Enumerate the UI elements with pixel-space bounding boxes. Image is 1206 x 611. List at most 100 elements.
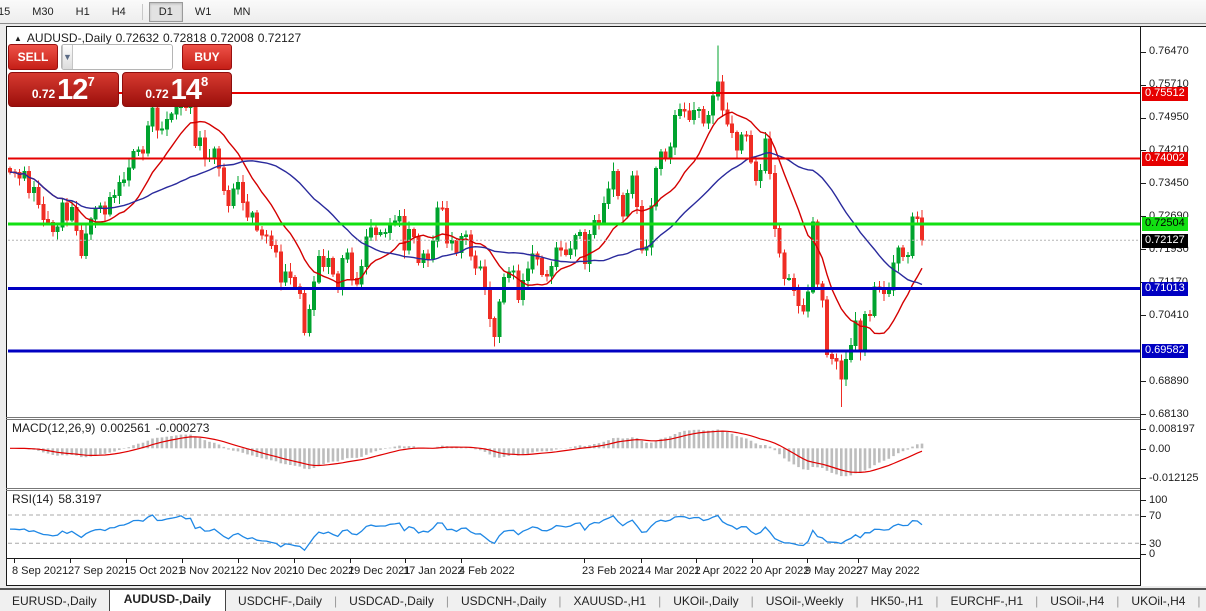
rsi-label: RSI(14) 58.3197 bbox=[12, 492, 107, 506]
rsi-tick-mark bbox=[1141, 554, 1146, 555]
tab-separator: | bbox=[750, 593, 754, 608]
timeframe-button-h1[interactable]: H1 bbox=[66, 2, 100, 22]
price-chart[interactable] bbox=[6, 28, 1140, 560]
tab-separator: | bbox=[1116, 593, 1120, 608]
price-tick-mark bbox=[1141, 216, 1146, 217]
time-tick-mark bbox=[126, 559, 127, 563]
sell-price-prefix: 0.72 bbox=[31, 87, 56, 101]
rsi-axis-label: 0 bbox=[1149, 548, 1156, 560]
chart-tab-usdchf[interactable]: USDCHF-,Daily bbox=[238, 593, 323, 608]
macd-signal-value: -0.000273 bbox=[155, 421, 210, 435]
time-tick-label: 27 Sep 2021 bbox=[68, 565, 131, 577]
macd-label: MACD(12,26,9) 0.002561 -0.000273 bbox=[12, 421, 214, 435]
price-axis[interactable]: 0.76470 0.75710 0.74950 0.74210 0.73450 0.726… bbox=[1140, 26, 1206, 586]
chart-tab-ukoil[interactable]: UKOil-,H4 bbox=[1131, 593, 1186, 608]
symbol-period-label: AUDUSD-,Daily bbox=[26, 31, 112, 45]
tab-separator: | bbox=[1197, 593, 1201, 608]
sell-price-display[interactable]: 0.72 12 7 bbox=[8, 72, 119, 107]
chart-tab-ukoil[interactable]: UKOil-,Daily bbox=[673, 593, 739, 608]
pane-separator bbox=[6, 490, 1140, 491]
chart-tab-audusd[interactable]: AUDUSD-,Daily bbox=[108, 590, 227, 611]
sell-button[interactable]: SELL bbox=[8, 44, 58, 70]
chart-tab-eurchf[interactable]: EURCHF-,H1 bbox=[950, 593, 1024, 608]
volume-stepper: ▼ ▲ bbox=[61, 44, 173, 70]
macd-axis-label: 0.00 bbox=[1149, 443, 1171, 455]
price-tick-label: 0.74950 bbox=[1149, 111, 1189, 123]
buy-price-display[interactable]: 0.72 14 8 bbox=[121, 72, 232, 107]
time-tick-mark bbox=[461, 559, 462, 563]
macd-axis-label: 0.008197 bbox=[1149, 423, 1195, 435]
ma-fast-line[interactable] bbox=[9, 111, 923, 335]
time-tick-mark bbox=[752, 559, 753, 563]
pane-separator bbox=[6, 419, 1140, 420]
one-click-trading-panel: SELL ▼ ▲ BUY 0.72 12 7 0.72 14 8 bbox=[8, 44, 232, 107]
chart-tab-hk50[interactable]: HK50-,H1 bbox=[870, 593, 924, 608]
chart-tab-usoil[interactable]: USOil-,Weekly bbox=[765, 593, 844, 608]
ohlc-info-line: ▲ AUDUSD-,Daily 0.72632 0.72818 0.72008 0.721… bbox=[14, 31, 305, 45]
timeframe-button-h4[interactable]: H4 bbox=[102, 2, 136, 22]
rsi-value: 58.3197 bbox=[58, 492, 102, 506]
timeframe-button-d1[interactable]: D1 bbox=[148, 1, 183, 22]
time-tick-label: 20 Apr 2022 bbox=[750, 565, 810, 577]
time-tick-label: 17 Jan 2022 bbox=[403, 565, 464, 577]
volume-input[interactable] bbox=[72, 45, 172, 69]
price-tick-mark bbox=[1141, 414, 1146, 415]
macd-tick-mark bbox=[1141, 429, 1146, 430]
price-tick-label: 0.76470 bbox=[1149, 45, 1189, 57]
tab-separator: | bbox=[1035, 593, 1039, 608]
chart-tab-usdcnh[interactable]: USDCNH-,Daily bbox=[460, 593, 547, 608]
sell-price-point: 7 bbox=[87, 74, 95, 89]
level-price-badge: 0.72504 bbox=[1142, 217, 1188, 231]
rsi-axis-label: 100 bbox=[1149, 494, 1168, 506]
macd-tick-mark bbox=[1141, 449, 1146, 450]
tab-separator: | bbox=[658, 593, 662, 608]
price-tick-mark bbox=[1141, 118, 1146, 119]
macd-main-value: 0.002561 bbox=[100, 421, 151, 435]
time-tick-mark bbox=[182, 559, 183, 563]
macd-tick-mark bbox=[1141, 478, 1146, 479]
timeframe-button-m30[interactable]: M30 bbox=[22, 2, 63, 22]
time-tick-mark bbox=[858, 559, 859, 563]
macd-histogram bbox=[18, 429, 924, 477]
time-tick-mark bbox=[405, 559, 406, 563]
bid-price-badge: 0.72127 bbox=[1142, 234, 1188, 248]
price-tick-mark bbox=[1141, 150, 1146, 151]
tab-scroll-left-icon[interactable]: ◂ bbox=[1201, 593, 1206, 608]
time-tick-label: 9 May 2022 bbox=[805, 565, 863, 577]
timeframe-button-w1[interactable]: W1 bbox=[185, 2, 222, 22]
time-tick-mark bbox=[70, 559, 71, 563]
level-price-badge: 0.75512 bbox=[1142, 87, 1188, 101]
rsi-tick-mark bbox=[1141, 544, 1146, 545]
collapse-panel-icon[interactable]: ▲ bbox=[14, 34, 22, 43]
ma-slow-line[interactable] bbox=[9, 151, 923, 286]
time-tick-label: 27 May 2022 bbox=[856, 565, 920, 577]
pane-separator[interactable] bbox=[6, 417, 1140, 418]
time-tick-label: 29 Dec 2021 bbox=[348, 565, 411, 577]
chart-tab-usdcad[interactable]: USDCAD-,Daily bbox=[349, 593, 434, 608]
toolbar-separator bbox=[141, 3, 143, 20]
rsi-tick-mark bbox=[1141, 500, 1146, 501]
price-tick-label: 0.68130 bbox=[1149, 408, 1189, 420]
rsi-axis-label: 30 bbox=[1149, 538, 1162, 550]
level-price-badge: 0.69582 bbox=[1142, 344, 1188, 358]
buy-button[interactable]: BUY bbox=[182, 44, 232, 70]
timeframe-button-15[interactable]: 15 bbox=[0, 2, 20, 22]
tab-separator: | bbox=[334, 593, 338, 608]
pane-separator[interactable] bbox=[6, 488, 1140, 489]
time-tick-mark bbox=[350, 559, 351, 563]
chart-tab-eurusd[interactable]: EURUSD-,Daily bbox=[12, 593, 97, 608]
sell-price-pips: 12 bbox=[57, 74, 88, 106]
time-tick-mark bbox=[807, 559, 808, 563]
level-price-badge: 0.71013 bbox=[1142, 282, 1188, 296]
volume-decrease-icon[interactable]: ▼ bbox=[62, 45, 73, 69]
timeframe-button-mn[interactable]: MN bbox=[223, 2, 260, 22]
tab-separator: | bbox=[558, 593, 562, 608]
macd-name: MACD(12,26,9) bbox=[12, 421, 96, 435]
price-tick-mark bbox=[1141, 183, 1146, 184]
open-value: 0.72632 bbox=[115, 31, 159, 45]
chart-tab-xauusd[interactable]: XAUUSD-,H1 bbox=[573, 593, 647, 608]
macd-axis-label: -0.012125 bbox=[1149, 472, 1199, 484]
chart-tab-usoil[interactable]: USOil-,H4 bbox=[1050, 593, 1105, 608]
buy-price-point: 8 bbox=[200, 74, 209, 89]
time-axis-line bbox=[6, 558, 1140, 559]
